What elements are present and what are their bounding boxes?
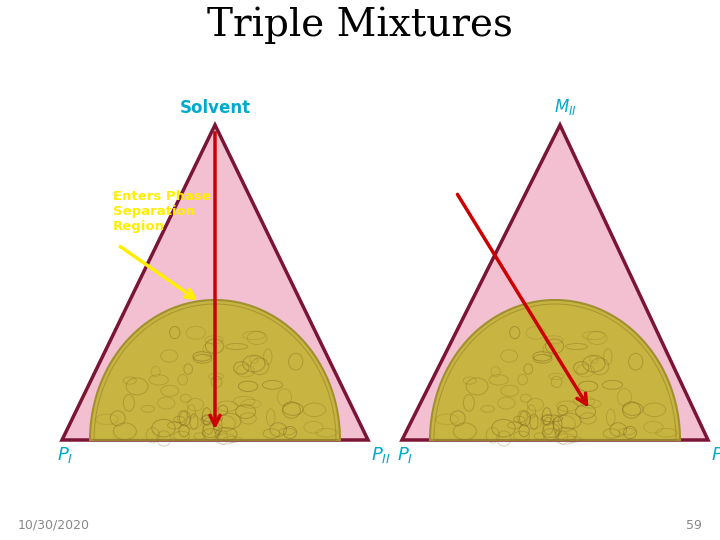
- Text: Enters Phase
Separation
Region: Enters Phase Separation Region: [113, 190, 211, 233]
- Text: $P_{I}$: $P_{I}$: [57, 445, 73, 465]
- Text: $P_{II}$: $P_{II}$: [711, 445, 720, 465]
- Polygon shape: [62, 125, 368, 440]
- Text: 10/30/2020: 10/30/2020: [18, 519, 90, 532]
- Text: $M_{II}$: $M_{II}$: [554, 97, 577, 117]
- Text: $P_{II}$: $P_{II}$: [371, 445, 391, 465]
- Polygon shape: [90, 300, 340, 440]
- Text: $P_{I}$: $P_{I}$: [397, 445, 413, 465]
- Polygon shape: [402, 125, 708, 440]
- Text: 59: 59: [686, 519, 702, 532]
- Text: Solvent: Solvent: [179, 99, 251, 117]
- Polygon shape: [430, 300, 680, 440]
- Text: Triple Mixtures: Triple Mixtures: [207, 7, 513, 44]
